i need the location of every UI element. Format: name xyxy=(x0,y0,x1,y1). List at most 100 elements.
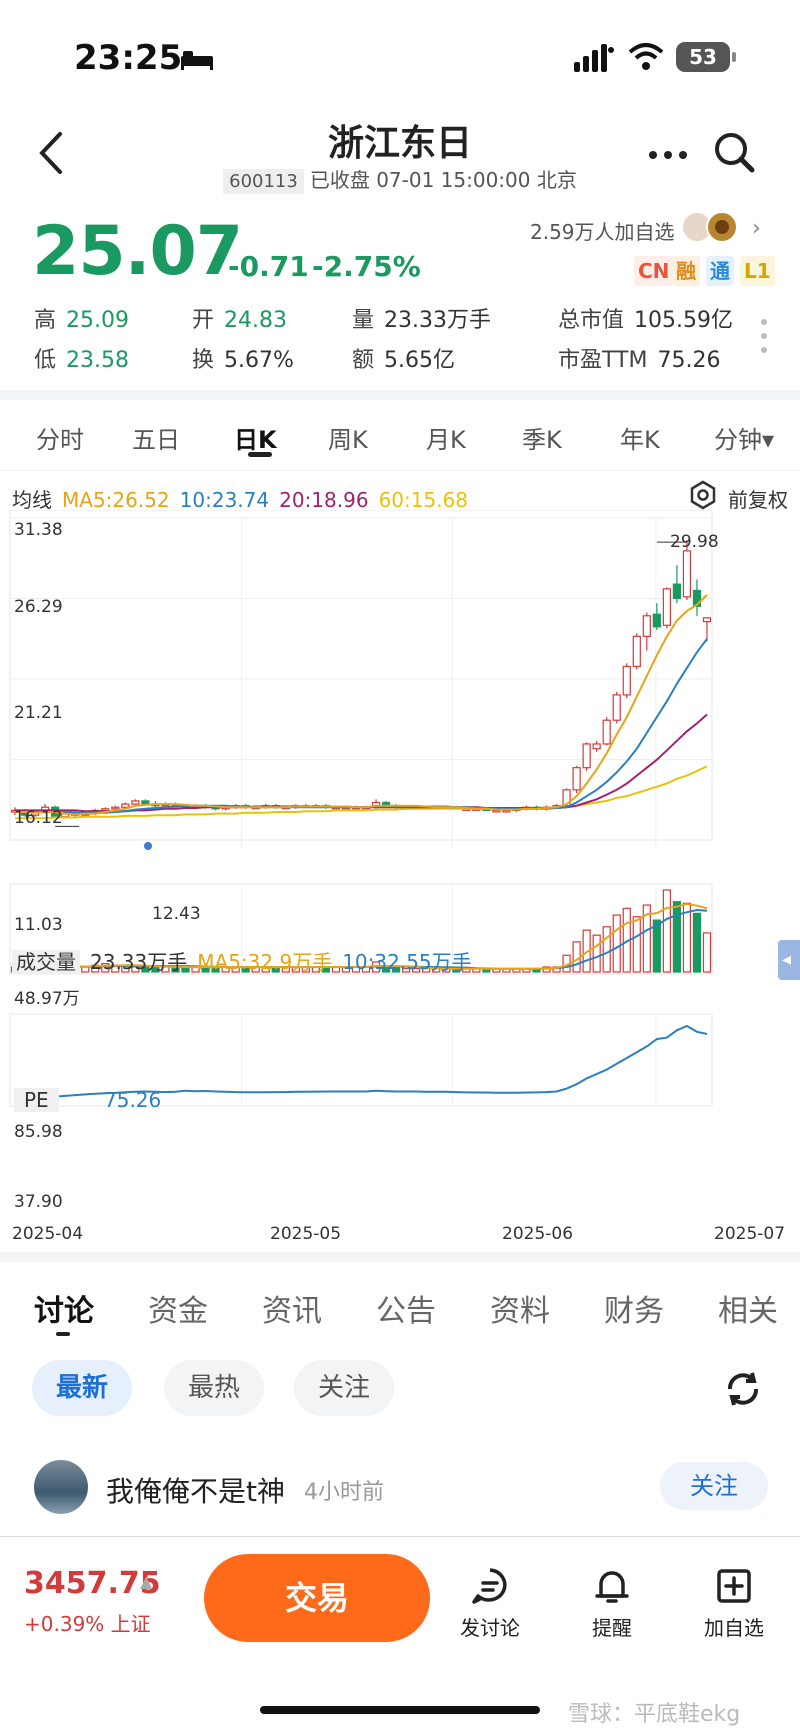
trade-button[interactable]: 交易 xyxy=(204,1554,430,1642)
tab-related[interactable]: 相关 xyxy=(718,1294,778,1329)
active-tab-indicator xyxy=(248,452,272,457)
index-name: 上证 xyxy=(110,1612,151,1636)
candle-up xyxy=(702,617,712,623)
stat-open-value: 24.83 xyxy=(224,308,287,333)
stock-chart[interactable] xyxy=(0,510,800,1230)
stat-turnover-value: 5.67% xyxy=(224,348,294,373)
tab-monthly-k[interactable]: 月K xyxy=(426,426,466,454)
price-tick-3: 21.21 xyxy=(14,703,63,723)
pe-line xyxy=(15,1024,708,1098)
post-discussion-label: 发讨论 xyxy=(460,1616,520,1640)
post-time: 4小时前 xyxy=(304,1480,384,1505)
tab-yearly-k[interactable]: 年K xyxy=(620,426,660,454)
add-square-icon xyxy=(717,1569,751,1603)
index-change[interactable]: +0.39% 上证 xyxy=(24,1608,151,1637)
date-tick-2: 2025-05 xyxy=(270,1224,342,1244)
watchers-count[interactable]: 2.59万人加自选 xyxy=(530,220,675,244)
badge-margin[interactable]: 融 xyxy=(672,256,700,286)
date-tick-4: 2025-07 xyxy=(714,1224,786,1244)
chevron-right-icon[interactable]: › xyxy=(752,216,761,241)
volume-bar-up xyxy=(702,932,712,973)
status-time: 23:25 xyxy=(74,38,183,78)
price-change: -0.71 xyxy=(228,250,309,283)
filter-hot[interactable]: 最热 xyxy=(164,1360,265,1416)
settings-icon[interactable] xyxy=(688,480,718,510)
tab-funds[interactable]: 资金 xyxy=(148,1294,208,1329)
add-watchlist-button[interactable]: 加自选 xyxy=(684,1566,784,1641)
volume-bar-up xyxy=(662,889,671,973)
index-change-pct: +0.39% xyxy=(24,1612,105,1636)
tab-quarterly-k[interactable]: 季K xyxy=(522,426,562,454)
user-avatar[interactable] xyxy=(34,1460,88,1514)
candle-up xyxy=(602,719,611,745)
tab-intraday[interactable]: 分时 xyxy=(36,426,84,454)
stat-amount-value: 5.65亿 xyxy=(384,348,456,373)
ma20-value: 20:18.96 xyxy=(279,488,369,512)
watermark: 雪球：平底鞋ekg xyxy=(568,1702,741,1727)
sleep-mode-icon xyxy=(181,51,213,70)
tab-divider xyxy=(0,470,800,471)
adjust-mode[interactable]: 前复权 xyxy=(728,488,788,512)
tab-minute[interactable]: 分钟▾ xyxy=(714,426,775,454)
stat-low-label: 低 xyxy=(34,348,57,373)
volume-bar-up xyxy=(101,963,110,973)
add-watchlist-label: 加自选 xyxy=(704,1616,764,1640)
stat-high: 高 25.09 xyxy=(34,302,129,334)
volume-panel-frame xyxy=(9,883,713,975)
refresh-icon[interactable] xyxy=(722,1368,764,1410)
search-icon[interactable] xyxy=(712,130,756,174)
candle-up xyxy=(502,809,511,813)
active-tab-indicator xyxy=(56,1332,70,1336)
post-discussion-button[interactable]: 发讨论 xyxy=(440,1566,540,1641)
ma5-value: MA5:26.52 xyxy=(62,488,170,512)
stat-turnover-label: 换 xyxy=(192,348,215,373)
tab-news[interactable]: 资讯 xyxy=(262,1294,322,1329)
post-username[interactable]: 我俺俺不是t神 xyxy=(106,1475,285,1508)
volume-ma5: MA5:32.9万手 xyxy=(197,950,333,974)
tab-five-day[interactable]: 五日 xyxy=(132,426,180,454)
high-marker-label: 29.98 xyxy=(670,532,719,552)
back-icon[interactable] xyxy=(32,130,72,176)
price-tick-5: 11.03 xyxy=(14,915,63,935)
volume-bar-down xyxy=(652,919,661,973)
stat-pe-label: 市盈TTM xyxy=(558,348,648,373)
stock-code: 600113 xyxy=(223,169,304,194)
tab-announcements[interactable]: 公告 xyxy=(376,1294,436,1329)
badge-connect[interactable]: 通 xyxy=(706,256,734,286)
stat-pe-value: 75.26 xyxy=(657,348,721,373)
tab-daily-k[interactable]: 日K xyxy=(234,426,277,454)
ma-legend: 均线 MA5:26.52 10:23.74 20:18.96 60:15.68 xyxy=(12,484,478,513)
ma60-line xyxy=(15,765,708,820)
volume-bar-up xyxy=(402,968,411,973)
tab-financials[interactable]: 财务 xyxy=(604,1294,664,1329)
candle-up xyxy=(572,767,581,791)
pe-line-path xyxy=(15,1024,708,1098)
watcher-avatars[interactable] xyxy=(680,210,742,244)
badge-cn[interactable]: CN xyxy=(634,256,674,286)
alert-button[interactable]: 提醒 xyxy=(562,1566,662,1641)
badge-l1[interactable]: L1 xyxy=(740,256,775,286)
signal-icon xyxy=(574,44,614,72)
filter-latest[interactable]: 最新 xyxy=(32,1360,133,1416)
candle-up xyxy=(592,743,601,750)
ma-legend-title: 均线 xyxy=(12,488,52,512)
expand-stats-icon[interactable] xyxy=(760,318,768,354)
panel-toggle-handle[interactable]: ◂ xyxy=(778,940,800,980)
stock-subtitle: 600113 已收盘 07-01 15:00:00 北京 xyxy=(0,164,800,194)
candle-up xyxy=(682,550,692,598)
volume-bar-up xyxy=(412,968,421,973)
tab-weekly-k[interactable]: 周K xyxy=(328,426,368,454)
candle-up xyxy=(582,743,591,769)
candles xyxy=(10,540,712,850)
tab-profile[interactable]: 资料 xyxy=(490,1294,550,1329)
follow-button[interactable]: 关注 xyxy=(660,1462,768,1510)
tab-discussion[interactable]: 讨论 xyxy=(34,1294,94,1329)
price-tick-1: 31.38 xyxy=(14,520,63,540)
volume-max-tick: 48.97万 xyxy=(14,989,80,1009)
index-value[interactable]: 3457.75 xyxy=(24,1566,161,1601)
volume-bar-up xyxy=(602,926,611,973)
volume-legend: 成交量 23.33万手 MA5:32.9万手 10:32.55万手 xyxy=(12,946,482,975)
pe-max-tick: 85.98 xyxy=(14,1122,63,1142)
filter-following[interactable]: 关注 xyxy=(294,1360,395,1416)
more-icon[interactable] xyxy=(648,150,688,160)
